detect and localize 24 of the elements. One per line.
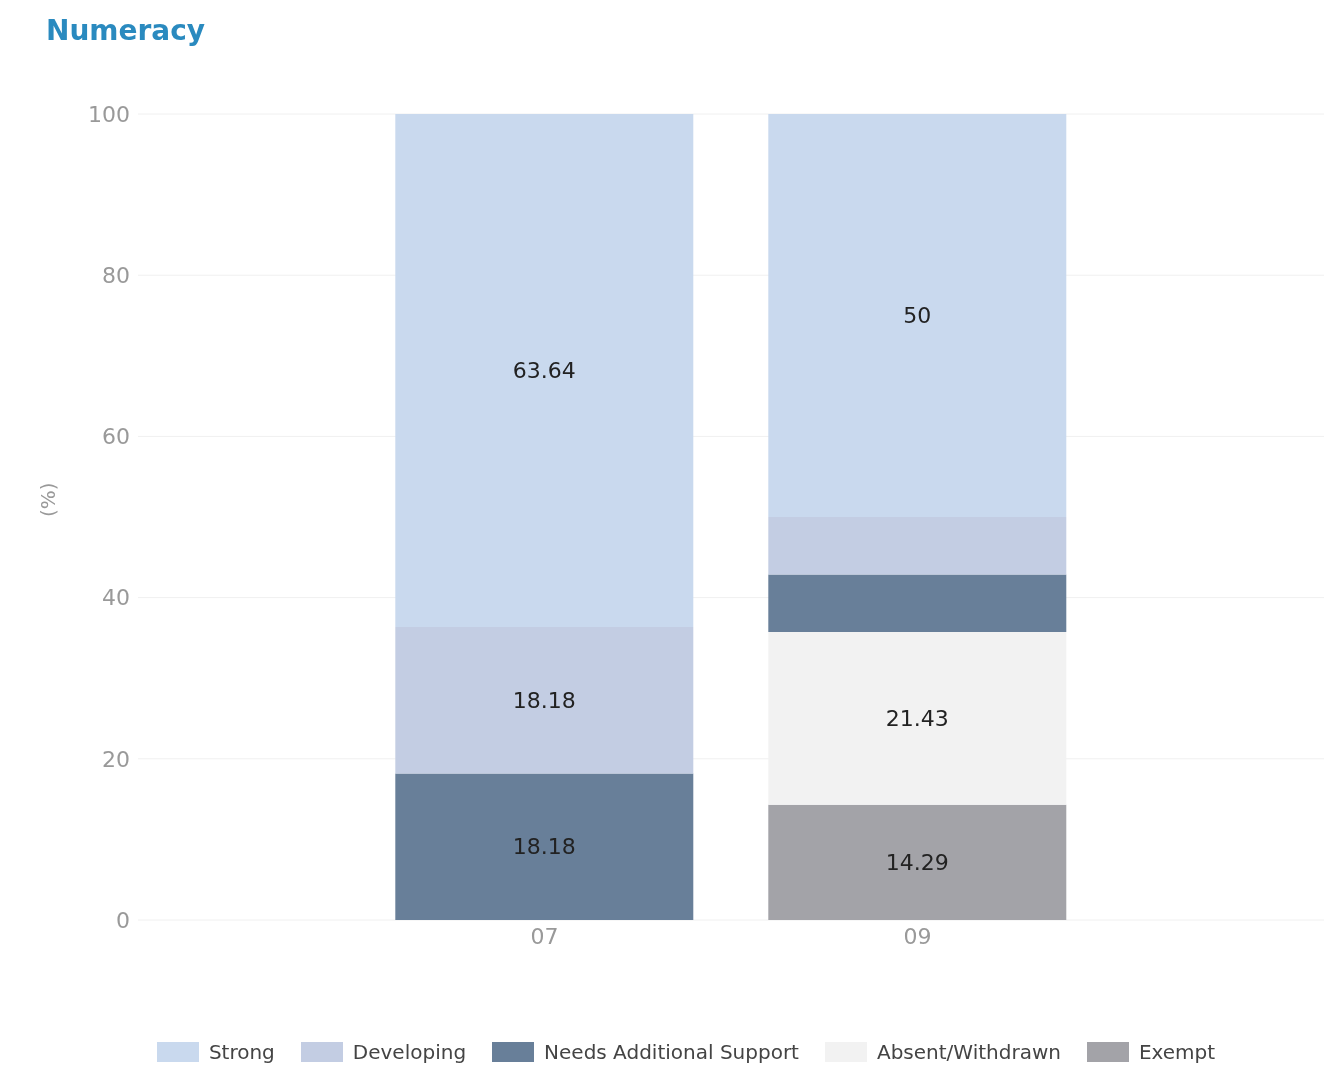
x-tick-label: 07 — [530, 923, 559, 949]
bar — [768, 804, 1067, 920]
legend-label: Developing — [352, 1040, 467, 1064]
chart-title: Numeracy — [45, 13, 207, 49]
bar — [768, 574, 1067, 633]
y-tick-label: 40 — [102, 585, 130, 611]
y-tick-label: 0 — [116, 907, 130, 933]
y-tick-label: 20 — [102, 746, 130, 772]
legend-label: Absent/Withdrawn — [876, 1040, 1061, 1064]
y-axis-title: (%) — [36, 482, 61, 517]
data-label: 21.43 — [885, 705, 949, 731]
legend-label: Strong — [208, 1040, 275, 1064]
bar — [395, 773, 694, 920]
data-label: 14.29 — [885, 849, 949, 875]
y-tick-label: 60 — [102, 424, 130, 450]
data-label: 50 — [903, 303, 932, 328]
data-label: 63.64 — [512, 357, 576, 383]
legend-label: Exempt — [1138, 1040, 1216, 1064]
y-tick-label: 100 — [88, 101, 130, 127]
legend-label: Needs Additional Support — [544, 1040, 799, 1064]
data-label: 18.18 — [512, 687, 576, 713]
data-label: 18.18 — [512, 834, 576, 860]
y-tick-label: 80 — [102, 263, 130, 289]
x-tick-label: 09 — [903, 923, 932, 949]
